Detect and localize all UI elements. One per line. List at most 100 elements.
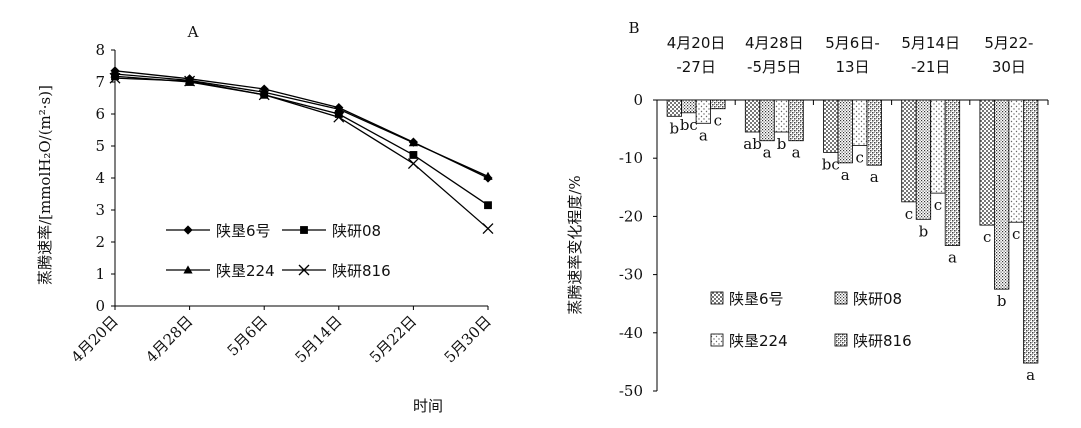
panel-b-bar [915, 99, 932, 220]
panel-b-legend-label: 陕垦6号 [729, 290, 784, 308]
panel-a-y-tick-label: 2 [95, 233, 105, 251]
panel-a-data-point [109, 72, 121, 84]
panel-b-bar [901, 99, 917, 203]
panel-a-y-tick-label: 4 [95, 169, 105, 187]
panel-b-legend-swatch [710, 291, 724, 305]
panel-b-y-tick-label: -10 [619, 149, 643, 167]
panel-b-bar [759, 99, 775, 142]
panel-b-significance-label: a [948, 249, 957, 267]
panel-b-bar-chart: B 蒸腾速率变化程度/% 0 -10 -20 -30 -40 -50 4月20日 -27日 4月… [566, 19, 1049, 400]
panel-a-y-tick-label: 7 [95, 73, 105, 91]
panel-b-bar [930, 99, 946, 194]
panel-a-y-axis-label: 蒸腾速率/[mmolH₂O/(m²·s)] [36, 85, 54, 285]
panel-a-y-tick-label: 0 [95, 297, 105, 315]
panel-b-significance-label: b [919, 222, 929, 240]
panel-b-significance-label: a [763, 144, 772, 162]
panel-b-significance-label: c [934, 196, 942, 214]
panel-b-bar [744, 99, 761, 133]
panel-a-legend-marker [298, 264, 310, 276]
panel-b-legend-label: 陕垦224 [729, 332, 788, 350]
panel-a-data-point [484, 201, 492, 210]
panel-a-legend-marker-stroke-2 [298, 264, 310, 276]
panel-a-series [109, 66, 494, 235]
panel-a-data-point-stroke-2 [482, 223, 494, 235]
panel-b-significance-label: c [905, 205, 913, 223]
panel-a-x-tick-label: 5月6日 [224, 312, 271, 359]
panel-b-category-label-line2: -21日 [911, 58, 951, 76]
panel-b-category-label-line1: 5月14日 [901, 34, 960, 52]
panel-b-significance-label: a [870, 168, 879, 186]
panel-b-significance-label: b [777, 135, 787, 153]
panel-b-legend-label: 陕研816 [853, 332, 912, 350]
panel-a-data-point-stroke-2 [109, 72, 121, 84]
panel-a-y-tick-label: 6 [95, 105, 105, 123]
panel-b-bar [823, 99, 839, 153]
panel-b-category-label-line1: 4月28日 [745, 34, 804, 52]
panel-a-legend-label: 陕垦224 [216, 262, 275, 280]
panel-a-x-tick-label: 4月28日 [142, 312, 196, 366]
panel-b-significance-label: ab [743, 135, 762, 153]
panel-b-category-label-line2: 13日 [835, 58, 869, 76]
panel-b-bar [788, 99, 804, 142]
panel-b-bar [979, 99, 995, 226]
panel-b-category-label-line1: 4月20日 [667, 34, 726, 52]
panel-b-bar [666, 99, 682, 117]
panel-a-legend-label: 陕研08 [332, 222, 381, 240]
panel-a-legend-label: 陕垦6号 [216, 222, 271, 240]
panel-a-x-tick-label: 5月22日 [366, 312, 420, 366]
panel-b-significance-label: c [856, 148, 864, 166]
panel-a-data-point [334, 110, 343, 118]
panel-b-axes: 0 -10 -20 -30 -40 -50 4月20日 -27日 4月28日 -5月5日 5月6日-… [619, 34, 1049, 400]
panel-b-bar [944, 99, 961, 246]
panel-a-y-tick-label: 3 [95, 201, 105, 219]
panel-a-x-tick-label: 5月30日 [441, 312, 495, 366]
panel-b-y-axis-label: 蒸腾速率变化程度/% [566, 175, 584, 314]
panel-b-y-tick-label: -40 [619, 324, 643, 342]
panel-b-bar [1008, 99, 1024, 223]
panel-a-data-point [408, 138, 418, 147]
panel-a-data-point [333, 111, 345, 123]
panel-a-x-tick-label: 4月20日 [68, 312, 122, 366]
panel-b-bar [681, 99, 697, 114]
panel-b-legend-label: 陕研08 [853, 290, 902, 308]
panel-b-significance-label: b [997, 292, 1007, 310]
panel-b-significance-label: a [792, 144, 801, 162]
panel-a-data-point [258, 89, 270, 101]
panel-a-data-point-stroke-2 [184, 75, 196, 87]
panel-b-significance-label: a [841, 166, 850, 184]
panel-a-series-line-1 [114, 75, 489, 206]
panel-a-y-tick-label: 1 [95, 265, 105, 283]
panel-a-data-point [407, 158, 419, 170]
panel-b-y-tick-label: 0 [633, 91, 643, 109]
panel-a-series-line-0 [114, 70, 489, 179]
panel-b-bar [773, 99, 790, 133]
panel-b-y-tick-label: -50 [619, 382, 643, 400]
panel-b-significance-label: c [983, 228, 991, 246]
panel-a-data-point [334, 104, 344, 113]
panel-b-label: B [628, 19, 639, 37]
panel-b-bar [837, 99, 853, 164]
panel-b-y-tick-label: -20 [619, 207, 643, 225]
panel-a-axes: 0 1 2 3 4 5 6 7 8 4月20日 4月28日 5月6日 5月14日 5月22日 5月30日 [68, 41, 495, 366]
panel-b-category-label-line1: 5月22- [984, 34, 1033, 52]
panel-b-significance-label: bc [680, 116, 698, 134]
panel-b-legend: 陕垦6号 陕研08 陕垦224 陕研816 [710, 290, 912, 350]
panel-b-category-label-line1: 5月6日- [825, 34, 880, 52]
panel-a-x-axis-label: 时间 [413, 397, 443, 415]
panel-b-significance-label: bc [822, 155, 840, 173]
panel-b-significance-label: a [1026, 366, 1035, 384]
panel-a-series-line-2 [114, 73, 489, 177]
panel-a-y-tick-label: 8 [95, 41, 105, 59]
panel-b-legend-swatch [834, 291, 848, 305]
panel-b-bar [994, 99, 1010, 290]
panel-b-bar [852, 99, 868, 146]
panel-a-legend-marker [183, 225, 193, 235]
panel-a-y-tick-label: 5 [95, 137, 105, 155]
panel-b-category-label-line2: 30日 [992, 58, 1026, 76]
panel-a-line-chart: A 蒸腾速率/[mmolH₂O/(m²·s)] 时间 0 1 2 3 4 5 6 7 8 4月20… [36, 23, 495, 415]
panel-a-data-point [409, 151, 418, 159]
panel-b-significance-label: c [1012, 225, 1020, 243]
panel-b-bar [1023, 99, 1039, 364]
